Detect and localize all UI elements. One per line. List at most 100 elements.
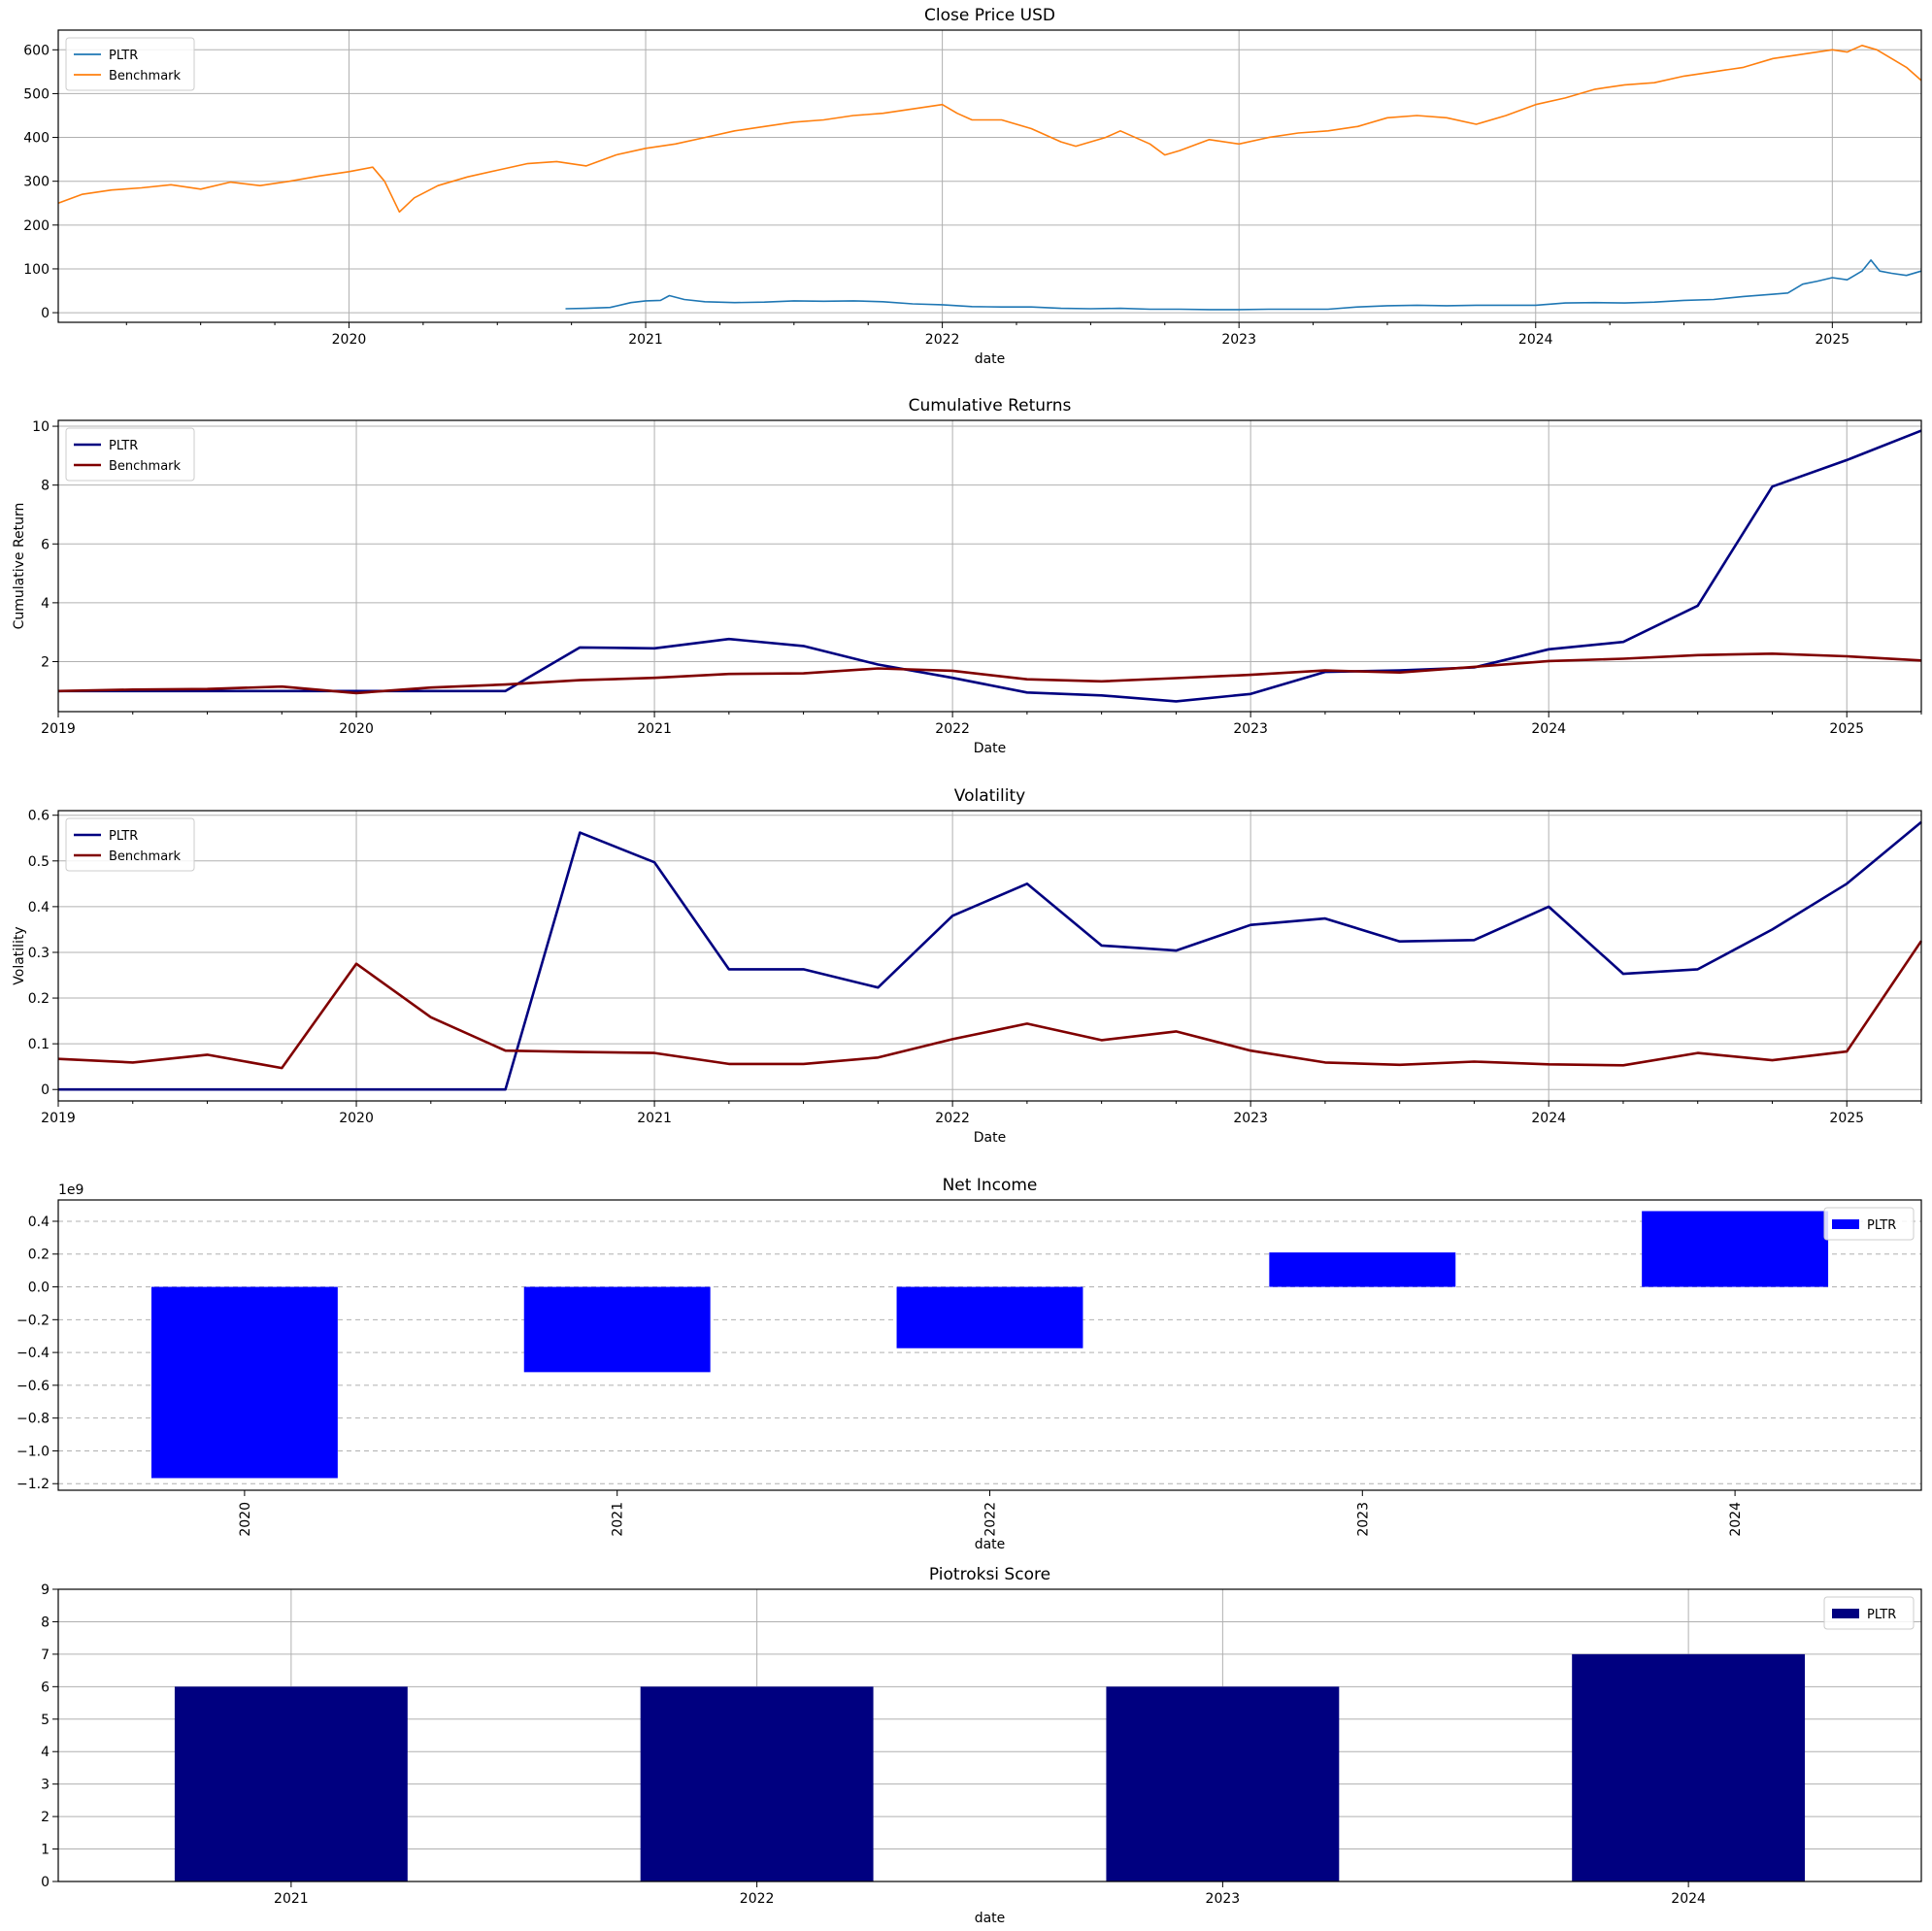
grid-lines [57,420,1921,712]
x-tick-label: 2023 [1206,1891,1241,1907]
legend-box [65,37,195,91]
legend: PLTR [1823,1596,1915,1630]
series-line-pltr [565,259,1922,311]
x-tick-label: 2023 [1233,1111,1268,1126]
data-marks [150,1211,1829,1479]
x-tick-label: 2021 [637,1111,672,1126]
legend-label: PLTR [1867,1218,1896,1233]
legend-label: PLTR [109,829,138,844]
y-tick-label: 4 [41,1745,50,1760]
x-tick-label: 2021 [274,1891,309,1907]
x-tick-label: 2022 [740,1891,775,1907]
x-tick-label: 2020 [238,1502,253,1537]
legend-label: PLTR [1867,1608,1896,1622]
x-axis: 2021 2022 2023 2024 [274,1881,1706,1907]
x-tick-label: 2020 [332,332,367,348]
bar-2021 [523,1286,711,1373]
legend-box [1823,1596,1915,1630]
grid-lines [58,30,1921,322]
x-tick-label: 2022 [983,1502,999,1537]
series-line-benchmark [57,651,1922,695]
x-tick-label: 2024 [1518,332,1553,348]
x-axis: 2019 2020 2021 2022 2023 2024 2025 [41,712,1922,737]
grid-lines [57,811,1921,1101]
legend: PLTR Benchmark [65,817,195,872]
y-tick-label: 0.6 [28,809,50,824]
bar-2023 [1106,1686,1340,1881]
vol-panel: Volatility 0 0.1 0.2 0.3 0.4 0.5 0.6 2019 2020 202… [12,786,1923,1146]
x-axis-label: Date [974,741,1006,756]
y-tick-label: 0.1 [28,1037,50,1052]
chart-title: Volatility [954,786,1025,806]
y-tick-label: 0.4 [28,900,50,916]
x-axis: 2019 2020 2021 2022 2023 2024 2025 [41,1101,1922,1126]
x-axis-label: date [975,1537,1006,1552]
y-tick-label: 4 [41,596,50,612]
y-tick-label: 7 [41,1648,50,1663]
y-axis: 2 4 6 8 10 [32,419,58,670]
y-tick-label: 500 [23,86,50,102]
y-tick-label: −0.4 [17,1346,50,1361]
x-axis: 2020 2021 2022 2023 2024 2025 [125,322,1908,348]
series-line-pltr [58,820,1922,1091]
x-tick-label: 2020 [339,721,374,737]
x-tick-label: 2024 [1728,1502,1744,1537]
series-line-pltr [58,429,1922,703]
bar-2020 [150,1286,338,1479]
x-axis-label: date [975,351,1006,367]
data-marks [57,44,1922,311]
y-axis-label: Volatility [12,926,27,984]
x-tick-label: 2022 [925,332,960,348]
bar-2024 [1642,1211,1829,1287]
y-tick-label: 2 [41,654,50,670]
y-tick-label: 200 [23,218,50,234]
y-axis: −1.2 −1.0 −0.8 −0.6 −0.4 −0.2 0.0 0.2 0.4 1e9 [17,1182,83,1492]
x-tick-label: 2024 [1671,1891,1706,1907]
plot-frame [57,419,1922,713]
y-axis-label: Cumulative Return [12,503,27,630]
legend-label: PLTR [109,439,138,453]
legend: PLTR Benchmark [65,37,195,91]
y-multiplier: 1e9 [58,1182,83,1198]
y-tick-label: 600 [23,43,50,58]
x-tick-label: 2025 [1829,1111,1864,1126]
y-axis: 0 1 2 3 4 5 6 7 8 9 [41,1582,58,1890]
legend-label: Benchmark [109,459,182,474]
y-tick-label: 0.2 [28,991,50,1007]
y-tick-label: 10 [32,419,50,435]
y-tick-label: 0.5 [28,854,50,870]
x-axis: 2020 2021 2022 2023 2024 [238,1490,1744,1537]
cumret-panel: Cumulative Returns 2 4 6 8 10 2019 2020 2021 2022… [12,396,1922,756]
y-tick-label: 9 [41,1582,50,1598]
y-tick-label: 400 [23,131,50,147]
legend-box [65,817,195,872]
x-tick-label: 2025 [1815,332,1850,348]
y-tick-label: 0.4 [28,1215,50,1230]
x-tick-label: 2024 [1531,721,1566,737]
y-tick-label: 6 [41,537,50,552]
data-marks [57,429,1922,703]
y-tick-label: 100 [23,262,50,278]
x-tick-label: 2024 [1531,1111,1566,1126]
plot-frame [57,1588,1922,1882]
plot-frame [57,29,1922,323]
x-tick-label: 2019 [41,721,76,737]
legend: PLTR Benchmark [65,427,195,482]
data-marks [57,820,1923,1091]
y-axis: 0 100 200 300 400 500 600 [23,43,58,321]
x-axis-label: Date [974,1130,1006,1146]
data-marks [174,1653,1806,1881]
y-tick-label: 0 [41,1875,50,1890]
bar-2024 [1572,1653,1806,1881]
x-tick-label: 2025 [1829,721,1864,737]
chart-title: Close Price USD [924,6,1055,25]
y-tick-label: 0 [41,1082,50,1098]
series-line-benchmark [57,44,1922,214]
bar-2021 [174,1686,408,1881]
legend-swatch [1832,1219,1859,1229]
y-tick-label: 0 [41,306,50,321]
x-tick-label: 2022 [935,721,970,737]
legend-swatch [1832,1609,1859,1618]
